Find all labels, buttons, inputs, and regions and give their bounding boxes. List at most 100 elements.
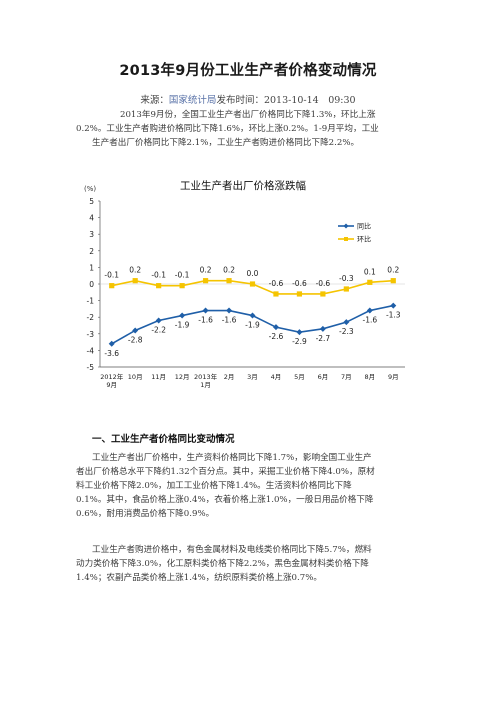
yoy-point bbox=[132, 327, 139, 334]
yoy-point bbox=[343, 319, 350, 326]
para-line: 者出厂价格总水平下降约1.32个百分点。其中，采掘工业价格下降4.0%，原材 bbox=[76, 467, 375, 477]
yoy-point bbox=[272, 324, 279, 331]
data-label: -1.3 bbox=[386, 311, 401, 320]
intro-paragraph: 2013年9月份，全国工业生产者出厂价格同比下降1.3%，环比上涨 0.2%。工… bbox=[76, 108, 420, 150]
x-tick-label: 10月 bbox=[128, 373, 143, 381]
yoy-point bbox=[108, 340, 115, 347]
data-label: 0.2 bbox=[200, 266, 212, 275]
yoy-point bbox=[179, 312, 186, 319]
y-tick-label: 0 bbox=[89, 280, 94, 289]
y-tick-label: 1 bbox=[89, 263, 94, 272]
y-tick-label: 5 bbox=[89, 197, 94, 206]
data-label: -1.6 bbox=[362, 316, 377, 325]
section-paragraph-1: 工业生产者出厂价格中，生产资料价格同比下降1.7%，影响全国工业生产 者出厂价格… bbox=[76, 451, 420, 521]
legend-label: 环比 bbox=[357, 235, 371, 244]
x-tick-label: 2013年 bbox=[194, 372, 218, 381]
legend-label: 同比 bbox=[357, 222, 371, 231]
data-label: -0.1 bbox=[104, 271, 119, 280]
data-label: -2.2 bbox=[151, 326, 166, 335]
legend-marker bbox=[343, 223, 349, 229]
y-tick-label: -2 bbox=[87, 313, 95, 322]
data-label: -2.8 bbox=[128, 335, 143, 344]
data-label: -1.6 bbox=[198, 316, 213, 325]
x-tick-label: 3月 bbox=[247, 373, 258, 381]
x-tick-label: 2012年 bbox=[100, 372, 124, 381]
price-chart: 工业生产者出厂价格涨跌幅 (%) 5 4 3 2 1 0 -1 -2 -3 -4 -5 2012年 9月 1… bbox=[80, 176, 420, 406]
mom-point bbox=[179, 283, 185, 289]
mom-point bbox=[296, 291, 303, 297]
para-line: 动力类价格下降3.0%，化工原料类价格下降2.2%，黑色金属材料类价格下降 bbox=[76, 559, 369, 569]
source-label: 来源： bbox=[140, 95, 169, 106]
intro-line: 2013年9月份，全国工业生产者出厂价格同比下降1.3%，环比上涨 bbox=[120, 110, 376, 120]
para-line: 1.4%；农副产品类价格上涨1.4%，纺织原料类价格上涨0.7%。 bbox=[76, 573, 322, 583]
yoy-point bbox=[226, 307, 233, 314]
data-label: 0.2 bbox=[129, 266, 141, 275]
mom-point bbox=[249, 281, 256, 287]
data-label: 0.0 bbox=[247, 269, 259, 278]
y-tick-label: -1 bbox=[87, 297, 95, 306]
data-label: -0.1 bbox=[151, 271, 166, 280]
data-label: -1.9 bbox=[245, 321, 260, 330]
x-tick-label: 9月 bbox=[388, 373, 399, 381]
data-label: -3.6 bbox=[104, 349, 119, 358]
data-label: -2.7 bbox=[316, 334, 331, 343]
source-line: 来源：国家统计局发布时间：2013-10-14 09:30 bbox=[0, 92, 496, 106]
yoy-point bbox=[249, 312, 256, 319]
x-tick-label: 9月 bbox=[106, 381, 117, 389]
x-tick-label: 5月 bbox=[294, 373, 305, 381]
x-tick-label: 7月 bbox=[341, 373, 352, 381]
y-axis-unit-label: (%) bbox=[84, 185, 96, 193]
mom-point bbox=[132, 278, 138, 284]
para-line: 料工业价格下降2.0%，加工工业价格下降1.4%。生活资料价格同比下降 bbox=[76, 481, 352, 491]
mom-point bbox=[390, 278, 396, 284]
data-label: -0.6 bbox=[292, 279, 307, 288]
mom-point bbox=[156, 283, 162, 289]
data-label: 0.1 bbox=[364, 267, 376, 276]
y-tick-label: 2 bbox=[89, 247, 94, 256]
yoy-point bbox=[155, 317, 162, 324]
data-label: -0.3 bbox=[339, 274, 354, 283]
publish-time: 发布时间：2013-10-14 09:30 bbox=[216, 95, 356, 106]
intro-line: 生产者出厂价格同比下降2.1%，工业生产者购进价格同比下降2.2%。 bbox=[92, 138, 360, 148]
section-heading: 一、工业生产者价格同比变动情况 bbox=[92, 434, 235, 445]
x-tick-label: 12月 bbox=[175, 373, 190, 381]
mom-point bbox=[202, 278, 209, 284]
data-label: -2.3 bbox=[339, 327, 354, 336]
yoy-point bbox=[296, 329, 303, 336]
data-label: 0.2 bbox=[223, 266, 235, 275]
page-title: 2013年9月份工业生产者价格变动情况 bbox=[119, 63, 377, 79]
data-label: -0.1 bbox=[175, 271, 190, 280]
mom-point bbox=[226, 278, 232, 284]
intro-line: 0.2%。工业生产者购进价格同比下降1.6%，环比上涨0.2%。1-9月平均，工… bbox=[76, 124, 379, 134]
data-label: -1.9 bbox=[175, 321, 190, 330]
data-label: -0.6 bbox=[269, 279, 284, 288]
data-label: -2.6 bbox=[269, 332, 284, 341]
x-tick-label: 1月 bbox=[200, 381, 211, 389]
x-tick-label: 2月 bbox=[224, 373, 235, 381]
para-line: 工业生产者出厂价格中，生产资料价格同比下降1.7%，影响全国工业生产 bbox=[92, 453, 372, 463]
yoy-point bbox=[390, 302, 397, 309]
mom-point bbox=[367, 279, 373, 285]
legend-marker bbox=[344, 237, 348, 241]
mom-point bbox=[343, 286, 349, 292]
yoy-point bbox=[202, 307, 209, 314]
data-label: -1.6 bbox=[222, 316, 237, 325]
source-org-link[interactable]: 国家统计局 bbox=[168, 95, 217, 106]
yoy-point bbox=[319, 325, 326, 332]
x-tick-label: 8月 bbox=[364, 373, 375, 381]
data-label: -0.6 bbox=[316, 279, 331, 288]
y-tick-label: 4 bbox=[89, 214, 94, 223]
y-tick-label: -3 bbox=[87, 330, 95, 339]
mom-point bbox=[320, 291, 326, 297]
section-paragraph-2: 工业生产者购进价格中，有色金属材料及电线类价格同比下降5.7%，燃料 动力类价格… bbox=[76, 543, 420, 585]
mom-point bbox=[273, 291, 279, 297]
y-tick-label: -5 bbox=[87, 363, 95, 372]
para-line: 0.6%，耐用消费品价格下降0.9%。 bbox=[76, 509, 215, 519]
yoy-point bbox=[366, 307, 373, 314]
mom-point bbox=[109, 283, 115, 289]
data-label: -2.9 bbox=[292, 337, 307, 346]
para-line: 工业生产者购进价格中，有色金属材料及电线类价格同比下降5.7%，燃料 bbox=[92, 545, 372, 555]
chart-title: 工业生产者出厂价格涨跌幅 bbox=[180, 180, 306, 192]
x-tick-label: 11月 bbox=[151, 373, 166, 381]
